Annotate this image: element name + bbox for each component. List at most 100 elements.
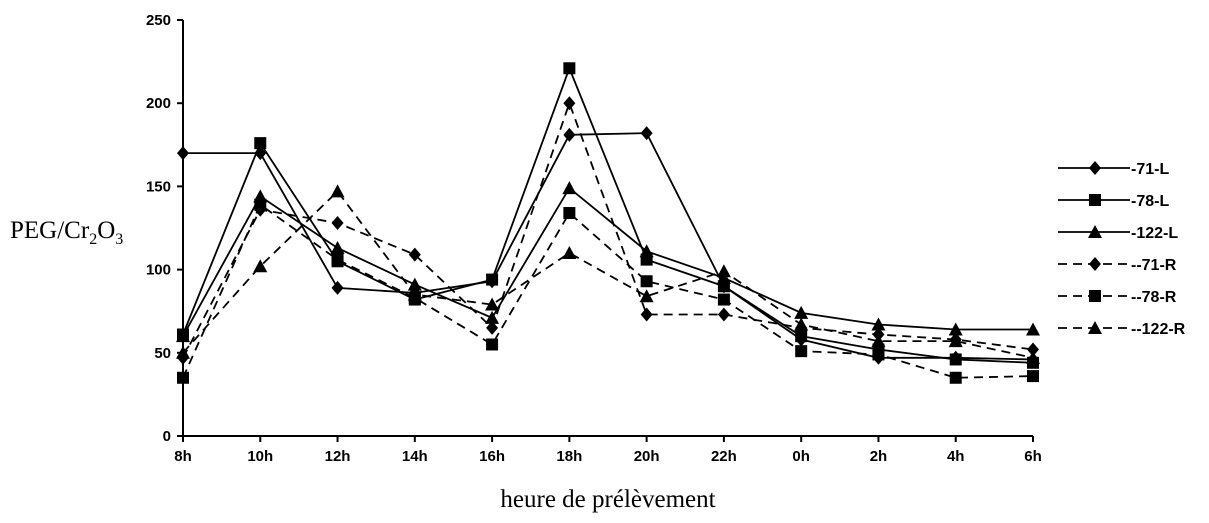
data-point-diamond: [563, 96, 576, 111]
data-point-square: [177, 371, 189, 384]
legend-item: --71-R: [1058, 257, 1177, 274]
data-point-diamond: [563, 127, 576, 142]
data-point-square: [717, 293, 730, 306]
x-axis: 8h 10h 12h 14h 16h 18h 20h 22h 0h 2h 4h 6h: [174, 435, 1042, 465]
y-axis-title-sub2: 3: [115, 231, 123, 248]
legend-item: -122-L: [1058, 225, 1178, 242]
legend-marker: [1089, 161, 1101, 175]
x-tick-label: 22h: [711, 448, 737, 465]
data-point-triangle: [794, 317, 809, 331]
data-point-diamond: [1027, 342, 1039, 357]
legend-label: -71-L: [1131, 161, 1169, 178]
series-5: [177, 198, 1039, 384]
data-point-triangle: [253, 259, 268, 273]
x-tick-label: 12h: [325, 448, 351, 465]
y-tick-label: 50: [154, 345, 171, 362]
data-point-square: [949, 353, 962, 366]
data-point-triangle: [948, 334, 963, 348]
series-line: [182, 65, 1034, 364]
y-ticks: 0 50 100 150 200 250: [146, 12, 183, 445]
data-point-triangle: [1026, 322, 1040, 336]
data-point-diamond: [486, 320, 499, 335]
data-point-square: [563, 62, 576, 75]
series-2: [177, 62, 1039, 369]
series-3: [176, 181, 1040, 343]
data-point-square: [640, 275, 653, 288]
data-point-diamond: [331, 280, 344, 295]
y-axis-title-sub1: 2: [89, 231, 97, 248]
x-tick-label: 0h: [792, 448, 810, 465]
x-tick-label: 4h: [947, 448, 965, 465]
data-point-triangle: [407, 287, 422, 301]
data-point-triangle: [330, 240, 345, 254]
y-axis: 0 50 100 150 200 250: [146, 12, 184, 445]
data-point-triangle: [948, 322, 963, 336]
x-tick-label: 16h: [479, 448, 505, 465]
data-point-square: [254, 137, 267, 150]
x-ticks: 8h 10h 12h 14h 16h 18h 20h 22h 0h 2h 4h 6h: [174, 436, 1042, 465]
series-6: [176, 184, 1040, 364]
data-point-triangle: [407, 277, 422, 291]
data-point-triangle: [1026, 350, 1040, 364]
data-point-triangle: [176, 345, 190, 359]
data-point-square: [949, 371, 962, 384]
legend-label: --122-R: [1131, 321, 1186, 338]
data-point-square: [563, 207, 576, 220]
x-tick-label: 14h: [402, 448, 428, 465]
x-tick-label: 18h: [556, 448, 582, 465]
series-line: [182, 100, 1034, 359]
legend: -71-L -78-L -122-L --71-R --78-R --122-R: [1058, 161, 1186, 338]
legend-label: -122-L: [1131, 225, 1178, 242]
y-tick-label: 250: [146, 12, 171, 29]
series-line: [182, 186, 1033, 337]
data-point-triangle: [716, 270, 731, 284]
x-tick-label: 2h: [870, 448, 888, 465]
legend-label: --78-R: [1131, 289, 1177, 306]
x-tick-label: 6h: [1024, 448, 1042, 465]
legend-item: --122-R: [1058, 321, 1186, 338]
series-4: [177, 96, 1039, 365]
series-lines: [176, 62, 1040, 384]
x-tick-label: 20h: [634, 448, 660, 465]
data-point-triangle: [330, 184, 345, 198]
legend-marker: [1088, 321, 1102, 334]
data-point-diamond: [640, 307, 653, 322]
y-axis-title-base: PEG/Cr: [10, 217, 90, 244]
y-tick-label: 150: [146, 178, 171, 195]
data-point-square: [872, 348, 885, 361]
data-point-diamond: [408, 247, 421, 262]
legend-item: --78-R: [1058, 289, 1177, 306]
data-point-triangle: [794, 305, 809, 319]
y-tick-label: 0: [163, 428, 171, 445]
data-point-square: [1027, 370, 1039, 383]
data-point-triangle: [562, 181, 577, 195]
data-point-triangle: [716, 264, 731, 278]
data-point-triangle: [871, 334, 886, 348]
legend-marker: [1088, 225, 1102, 238]
data-point-triangle: [562, 245, 577, 259]
legend-marker: [1089, 194, 1101, 206]
x-tick-label: 8h: [174, 448, 192, 465]
data-point-triangle: [639, 289, 654, 303]
data-point-triangle: [485, 297, 500, 311]
data-point-square: [795, 345, 808, 358]
legend-marker: [1089, 290, 1101, 302]
data-point-diamond: [177, 146, 189, 161]
data-point-triangle: [871, 317, 886, 331]
data-point-square: [486, 273, 499, 286]
data-point-triangle: [176, 329, 190, 343]
data-point-diamond: [717, 307, 730, 322]
y-axis-title-mid: O: [97, 217, 115, 244]
legend-item: -78-L: [1058, 193, 1169, 210]
data-point-square: [331, 253, 344, 266]
x-tick-label: 10h: [247, 448, 273, 465]
legend-label: --71-R: [1131, 257, 1177, 274]
x-axis-title: heure de prélèvement: [500, 486, 715, 513]
data-point-diamond: [331, 216, 344, 231]
series-line: [182, 190, 1034, 359]
legend-item: -71-L: [1058, 161, 1169, 178]
y-tick-label: 200: [146, 95, 171, 112]
y-tick-label: 100: [146, 262, 171, 279]
y-axis-title: PEG/Cr2O3: [10, 217, 123, 248]
